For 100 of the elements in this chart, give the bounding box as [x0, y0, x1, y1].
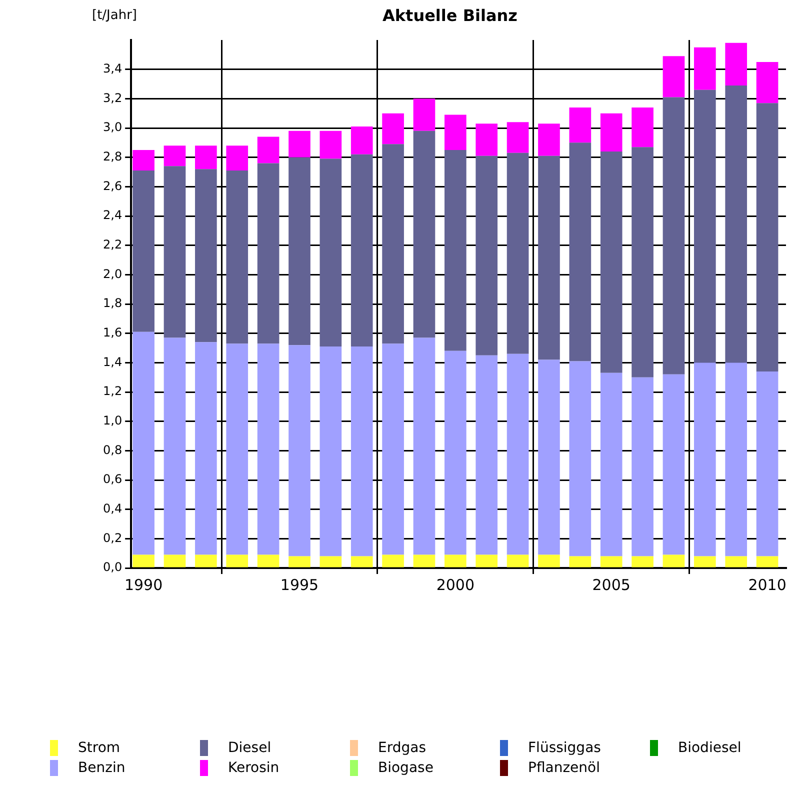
bar [382, 113, 404, 144]
y-tick-label: 1,4 [102, 354, 122, 369]
bar [694, 90, 716, 363]
bar [632, 556, 654, 568]
bar [195, 146, 217, 170]
bar [600, 113, 622, 152]
bar [413, 554, 436, 568]
bar [164, 166, 186, 338]
x-tick-label: 2005 [592, 576, 630, 594]
bar [444, 150, 466, 351]
bar [725, 556, 748, 568]
y-tick-label: 0,8 [102, 442, 122, 457]
bar [288, 556, 310, 568]
bar [132, 170, 154, 332]
bar [600, 556, 622, 568]
bar [725, 362, 748, 556]
bar [538, 554, 560, 568]
bar [288, 345, 310, 556]
bar [538, 156, 560, 360]
bar [694, 556, 716, 568]
y-tick-label: 2,0 [102, 266, 122, 281]
legend-label: Benzin [78, 760, 126, 776]
bar [662, 56, 685, 98]
y-tick-label: 1,0 [102, 413, 122, 428]
bar [288, 157, 310, 346]
bar [476, 554, 498, 568]
y-tick-label: 2,6 [102, 178, 122, 193]
y-tick-label: 2,2 [102, 237, 122, 252]
bar [506, 554, 529, 568]
bar [257, 163, 280, 344]
bar [444, 554, 466, 568]
bar [600, 372, 622, 556]
bar [257, 136, 280, 164]
bar [506, 152, 529, 354]
bar [257, 344, 280, 555]
bar [662, 97, 685, 374]
bar [538, 360, 560, 555]
bar [350, 556, 373, 568]
legend-label: Biodiesel [678, 740, 742, 756]
bar [444, 114, 466, 150]
bar [506, 122, 529, 153]
y-tick-label: 3,2 [102, 90, 122, 105]
y-tick-label: 1,6 [102, 325, 122, 340]
bar [600, 151, 622, 373]
bar [694, 47, 716, 90]
bar [164, 338, 186, 555]
bar [132, 332, 154, 555]
legend-label: Biogase [378, 760, 434, 776]
bar [506, 354, 529, 555]
x-tick-label: 2010 [748, 576, 786, 594]
bar [538, 124, 560, 156]
bar [382, 144, 404, 344]
bar [632, 107, 654, 148]
y-tick-label: 0,2 [102, 530, 122, 545]
x-tick-label: 1995 [280, 576, 319, 594]
bar [756, 62, 778, 104]
y-tick-label: 0,6 [102, 472, 122, 486]
bar [132, 554, 154, 568]
bar [725, 42, 748, 86]
bar [350, 154, 373, 347]
bar [164, 146, 186, 166]
bar [569, 556, 592, 568]
bar [320, 158, 342, 347]
legend-label: Erdgas [378, 740, 426, 756]
y-tick-label: 1,2 [102, 384, 122, 398]
bar [756, 103, 778, 372]
legend-label: Diesel [228, 740, 272, 756]
legend-label: Pflanzenöl [528, 760, 600, 776]
bar [413, 98, 436, 131]
bar [632, 377, 654, 556]
bar [662, 554, 685, 568]
bar [725, 85, 748, 363]
bar [569, 142, 592, 362]
bar [476, 156, 498, 356]
y-tick-label: 0,4 [102, 501, 122, 516]
bar [444, 350, 466, 555]
bar [226, 170, 248, 344]
bar [694, 362, 716, 556]
x-tick-label: 2000 [436, 576, 475, 594]
bar [413, 338, 436, 555]
bar [195, 554, 217, 568]
y-tick-label: 3,0 [102, 120, 122, 134]
x-tick-label: 1990 [124, 576, 163, 594]
bar [632, 147, 654, 378]
bar [226, 146, 248, 171]
bar [226, 554, 248, 568]
bar [226, 344, 248, 555]
bar [382, 344, 404, 555]
y-tick-label: 0,0 [102, 560, 122, 574]
y-tick-label: 1,8 [102, 296, 122, 310]
bar [195, 342, 217, 555]
legend-label: Kerosin [228, 760, 280, 776]
bar [320, 556, 342, 568]
bar [257, 554, 280, 568]
bar [662, 374, 685, 555]
bar [350, 126, 373, 154]
bar [476, 124, 498, 156]
bar [382, 554, 404, 568]
bar [569, 107, 592, 143]
bar [320, 130, 342, 159]
